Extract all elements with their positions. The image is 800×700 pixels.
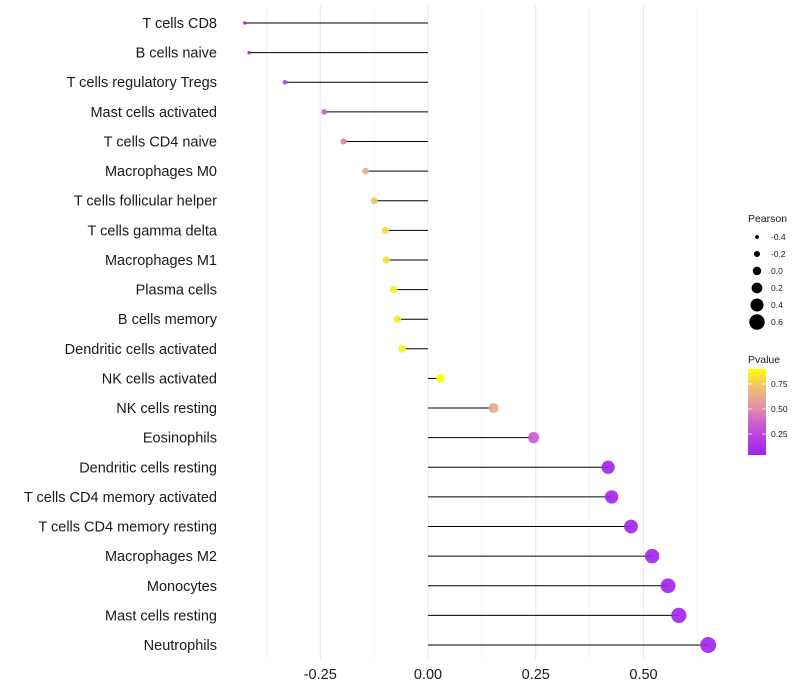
y-tick-label: Mast cells resting: [105, 608, 217, 624]
point: [488, 402, 499, 414]
pvalue-colorbar: [748, 369, 766, 455]
legend-size-key: [753, 250, 761, 258]
y-tick-label: T cells CD4 naive: [104, 134, 217, 150]
y-tick-label: Macrophages M0: [105, 164, 217, 180]
legend-size-key: [752, 266, 762, 276]
colorbar-label: 0.25: [771, 429, 788, 439]
legend-size-label: 0.2: [771, 283, 783, 293]
point: [382, 256, 390, 264]
x-tick-label: -0.25: [304, 667, 337, 683]
y-tick-label: T cells CD8: [142, 16, 217, 32]
legend-size-label: -0.2: [771, 249, 786, 259]
point: [370, 197, 378, 205]
legend-pearson-title: Pearson: [748, 213, 787, 225]
y-tick-label: Dendritic cells activated: [65, 342, 217, 358]
legend-pearson: Pearson -0.4 -0.2 0.0 0.2 0.4 0.6: [748, 213, 787, 330]
point: [644, 548, 660, 564]
grid-lines: [265, 5, 698, 660]
point: [243, 21, 247, 25]
points: [243, 21, 717, 653]
y-tick-label: Monocytes: [147, 579, 217, 595]
legend-size-key: [751, 282, 763, 294]
point: [700, 637, 717, 653]
point: [527, 432, 540, 444]
point: [393, 315, 402, 323]
y-tick-label: Macrophages M2: [105, 549, 217, 565]
y-tick-label: B cells memory: [118, 312, 218, 328]
point: [604, 490, 619, 504]
legend-size-key: [755, 235, 759, 239]
colorbar-label: 0.50: [771, 404, 788, 414]
point: [321, 109, 327, 115]
point: [398, 344, 407, 353]
y-tick-label: T cells regulatory Tregs: [67, 75, 217, 91]
y-tick-label: Plasma cells: [136, 283, 217, 299]
legend-size-label: 0.4: [771, 300, 783, 310]
x-tick-label: 0.00: [414, 667, 442, 683]
legend-size-key: [749, 314, 765, 330]
colorbar-label: 0.75: [771, 379, 788, 389]
point: [247, 50, 251, 55]
y-tick-label: NK cells resting: [116, 401, 217, 417]
point: [381, 226, 389, 234]
x-tick-label: 0.25: [522, 667, 550, 683]
y-tick-label: Eosinophils: [143, 431, 217, 447]
point: [436, 374, 445, 383]
legend-pvalue: Pvalue 0.75 0.50 0.25: [748, 354, 788, 455]
x-tick-label: 0.50: [629, 667, 657, 683]
legend-size-label: -0.4: [771, 232, 786, 242]
y-tick-label: Mast cells activated: [90, 105, 217, 121]
point: [282, 79, 288, 85]
legend-pvalue-title: Pvalue: [748, 354, 780, 366]
y-tick-label: Dendritic cells resting: [79, 460, 217, 476]
point: [671, 607, 687, 623]
segments: [244, 22, 709, 646]
y-tick-label: T cells follicular helper: [74, 194, 217, 210]
point: [624, 519, 638, 534]
x-axis-labels: -0.25 0.00 0.25 0.50: [304, 667, 658, 683]
point: [340, 138, 347, 145]
y-tick-label: T cells CD4 memory resting: [38, 520, 217, 536]
y-axis-labels: T cells CD8 B cells naive T cells regulato…: [24, 16, 218, 654]
y-tick-label: NK cells activated: [102, 371, 217, 387]
legend-size-key: [750, 298, 764, 312]
point: [601, 460, 615, 474]
y-tick-label: T cells gamma delta: [88, 223, 218, 239]
y-tick-label: B cells naive: [136, 46, 217, 62]
legend-size-label: 0.0: [771, 266, 783, 276]
point: [389, 285, 398, 294]
legend-size-label: 0.6: [771, 317, 783, 327]
y-tick-label: Neutrophils: [144, 638, 217, 654]
y-tick-label: Macrophages M1: [105, 253, 217, 269]
y-tick-label: T cells CD4 memory activated: [24, 490, 217, 506]
point: [362, 167, 369, 175]
point: [660, 578, 676, 594]
